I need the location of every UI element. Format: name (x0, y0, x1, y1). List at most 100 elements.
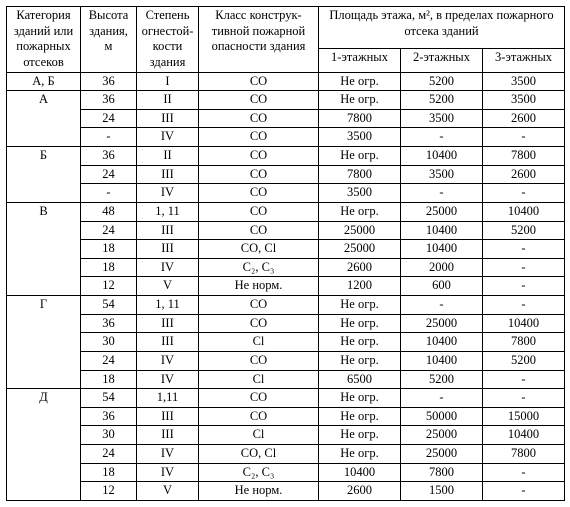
cell-height: 18 (81, 370, 137, 389)
cell-degree: I (137, 72, 199, 91)
cell-area-1: Не огр. (319, 445, 401, 464)
cell-degree: 1, 11 (137, 296, 199, 315)
cell-height: 18 (81, 258, 137, 277)
table-row: 24IVСО, ClНе огр.250007800 (7, 445, 565, 464)
header-fire-resistance: Степень огнестой-кости здания (137, 7, 199, 73)
cell-area-2: 10400 (401, 333, 483, 352)
cell-area-2: 10400 (401, 240, 483, 259)
cell-height: 36 (81, 91, 137, 110)
cell-area-3: 15000 (483, 407, 565, 426)
cell-area-2: 10400 (401, 221, 483, 240)
cell-class: СО (199, 72, 319, 91)
cell-category: А, Б (7, 72, 81, 91)
cell-degree: II (137, 147, 199, 166)
table-row: -IVСО3500-- (7, 184, 565, 203)
cell-area-2: 3500 (401, 109, 483, 128)
cell-class: СО (199, 351, 319, 370)
table-row: 18IIIСО, Cl2500010400- (7, 240, 565, 259)
cell-class: СО (199, 128, 319, 147)
cell-area-1: Не огр. (319, 202, 401, 221)
cell-degree: 1, 11 (137, 202, 199, 221)
cell-area-3: 10400 (483, 314, 565, 333)
cell-category: А (7, 91, 81, 147)
cell-class: Cl (199, 426, 319, 445)
cell-degree: IV (137, 258, 199, 277)
cell-area-2: 50000 (401, 407, 483, 426)
cell-height: 36 (81, 407, 137, 426)
cell-area-1: Не огр. (319, 351, 401, 370)
table-row: 24IVСОНе огр.104005200 (7, 351, 565, 370)
cell-area-3: 10400 (483, 426, 565, 445)
cell-degree: III (137, 407, 199, 426)
cell-degree: III (137, 426, 199, 445)
cell-area-1: 3500 (319, 128, 401, 147)
fire-safety-table: Категория зданий или пожарных отсеков Вы… (6, 6, 565, 501)
cell-area-2: 3500 (401, 165, 483, 184)
cell-class: СО (199, 407, 319, 426)
cell-area-2: 25000 (401, 426, 483, 445)
header-area-2: 2-этажных (401, 49, 483, 72)
cell-area-1: Не огр. (319, 296, 401, 315)
cell-height: 36 (81, 72, 137, 91)
cell-area-1: 7800 (319, 165, 401, 184)
cell-area-3: - (483, 240, 565, 259)
cell-class: СО (199, 202, 319, 221)
cell-height: 24 (81, 109, 137, 128)
cell-area-3: - (483, 128, 565, 147)
cell-degree: V (137, 277, 199, 296)
cell-area-2: 5200 (401, 370, 483, 389)
cell-height: 18 (81, 463, 137, 482)
cell-class: Не норм. (199, 482, 319, 501)
cell-area-3: 5200 (483, 221, 565, 240)
cell-area-1: Не огр. (319, 426, 401, 445)
cell-category: В (7, 202, 81, 295)
cell-height: - (81, 128, 137, 147)
cell-height: 36 (81, 147, 137, 166)
cell-height: 24 (81, 351, 137, 370)
cell-area-2: 5200 (401, 72, 483, 91)
cell-class: СО (199, 389, 319, 408)
cell-area-1: Не огр. (319, 333, 401, 352)
cell-area-1: Не огр. (319, 407, 401, 426)
cell-height: 18 (81, 240, 137, 259)
cell-area-3: - (483, 370, 565, 389)
cell-height: 12 (81, 482, 137, 501)
cell-class: СО (199, 91, 319, 110)
cell-area-1: 2600 (319, 258, 401, 277)
cell-area-1: 25000 (319, 221, 401, 240)
cell-class: СО (199, 221, 319, 240)
table-row: 18IVCl65005200- (7, 370, 565, 389)
table-row: 24IIIСО25000104005200 (7, 221, 565, 240)
header-area-3: 3-этажных (483, 49, 565, 72)
table-row: 30IIIClНе огр.104007800 (7, 333, 565, 352)
cell-height: 54 (81, 389, 137, 408)
cell-area-1: 3500 (319, 184, 401, 203)
cell-area-3: 7800 (483, 445, 565, 464)
cell-class: СО (199, 296, 319, 315)
cell-area-1: Не огр. (319, 147, 401, 166)
cell-degree: III (137, 333, 199, 352)
cell-area-3: - (483, 277, 565, 296)
cell-category: Б (7, 147, 81, 203)
cell-area-2: 7800 (401, 463, 483, 482)
cell-category: Д (7, 389, 81, 501)
cell-area-2: - (401, 184, 483, 203)
cell-class: СО (199, 165, 319, 184)
table-row: А, Б36IСОНе огр.52003500 (7, 72, 565, 91)
cell-degree: IV (137, 184, 199, 203)
cell-degree: III (137, 314, 199, 333)
cell-area-2: 600 (401, 277, 483, 296)
cell-degree: 1,11 (137, 389, 199, 408)
cell-area-3: 7800 (483, 333, 565, 352)
cell-class: СО (199, 109, 319, 128)
cell-area-1: 2600 (319, 482, 401, 501)
cell-height: 24 (81, 165, 137, 184)
cell-height: 24 (81, 445, 137, 464)
table-body: А, Б36IСОНе огр.52003500А36IIСОНе огр.52… (7, 72, 565, 500)
cell-degree: III (137, 109, 199, 128)
cell-area-1: Не огр. (319, 91, 401, 110)
cell-area-2: 25000 (401, 445, 483, 464)
cell-class: С₂, С₃ (199, 463, 319, 482)
table-row: 30IIIClНе огр.2500010400 (7, 426, 565, 445)
table-row: А36IIСОНе огр.52003500 (7, 91, 565, 110)
